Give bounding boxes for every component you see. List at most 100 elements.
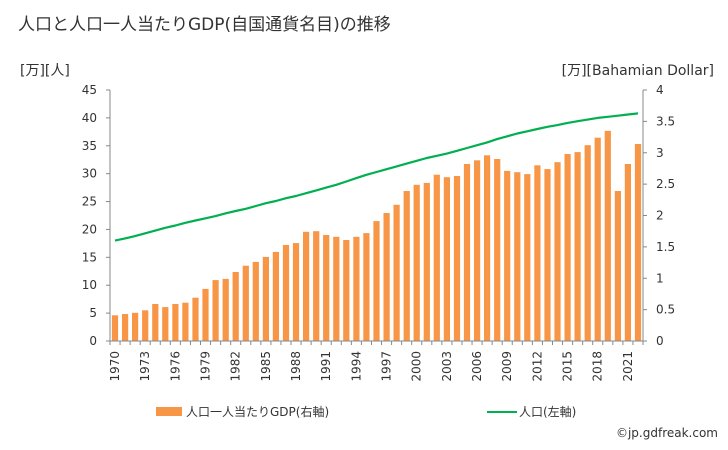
- chart-title: 人口と人口一人当たりGDP(自国通貨名目)の推移: [18, 15, 391, 35]
- right-tick-label: 4: [656, 83, 664, 97]
- bar-1973: [142, 310, 149, 341]
- left-axis-unit: [万][人]: [20, 63, 70, 79]
- bar-2016: [574, 152, 581, 341]
- right-tick-label: 3: [656, 146, 664, 160]
- legend-line-label: 人口(左軸): [519, 405, 577, 419]
- left-tick-label: 40: [82, 111, 97, 125]
- x-tick-label: 1985: [259, 351, 273, 382]
- x-tick-label: 1979: [199, 351, 213, 382]
- bar-2020: [614, 191, 621, 341]
- bar-1992: [333, 236, 340, 341]
- bar-1998: [393, 204, 400, 341]
- legend-bar-label: 人口一人当たりGDP(右軸): [186, 405, 330, 419]
- bar-2018: [594, 137, 601, 341]
- bar-2012: [534, 165, 541, 341]
- right-tick-label: 1.5: [656, 240, 675, 254]
- bar-2003: [443, 177, 450, 341]
- axes: [106, 89, 647, 345]
- bar-2022: [634, 144, 642, 341]
- x-tick-label: 1976: [168, 351, 182, 382]
- left-tick-label: 45: [82, 83, 97, 97]
- right-tick-label: 1: [656, 271, 664, 285]
- x-tick-label: 1991: [319, 351, 333, 382]
- left-tick-label: 0: [89, 334, 97, 348]
- bar-1977: [182, 302, 189, 341]
- bar-1978: [192, 297, 199, 341]
- bar-1983: [242, 265, 249, 341]
- x-tick-label: 2006: [470, 351, 484, 382]
- left-tick-label: 35: [82, 139, 97, 153]
- bar-1985: [262, 256, 269, 341]
- bar-1976: [172, 304, 179, 341]
- bar-2014: [554, 162, 561, 341]
- right-tick-label: 0.5: [656, 303, 675, 317]
- legend-item-gdp: 人口一人当たりGDP(右軸): [156, 403, 329, 420]
- bar-2015: [564, 154, 571, 341]
- bar-1975: [162, 307, 169, 341]
- left-tick-label: 10: [82, 278, 97, 292]
- line-series: [114, 112, 639, 242]
- bar-2021: [624, 164, 631, 341]
- bar-1980: [212, 280, 219, 341]
- x-tick-label: 2018: [591, 351, 605, 382]
- x-tick-label: 1994: [349, 351, 363, 382]
- x-tick-label: 1970: [108, 351, 122, 382]
- bar-2001: [423, 182, 430, 341]
- bar-2005: [463, 164, 471, 341]
- credit: ©jp.gdfreak.com: [615, 426, 718, 440]
- bar-1971: [122, 314, 129, 341]
- left-tick-label: 15: [82, 250, 97, 264]
- bar-1994: [353, 236, 360, 341]
- right-tick-label: 2: [656, 209, 664, 223]
- bar-1996: [373, 221, 380, 341]
- bar-2004: [453, 176, 461, 341]
- bar-1982: [232, 272, 239, 341]
- left-tick-label: 30: [82, 167, 97, 181]
- bar-2002: [433, 174, 440, 341]
- legend-item-population: 人口(左軸): [487, 403, 576, 420]
- bar-1999: [403, 191, 410, 341]
- bar-2007: [484, 155, 491, 341]
- bar-2008: [494, 159, 501, 341]
- legend-line-swatch: [487, 410, 517, 413]
- bar-1970: [111, 315, 119, 341]
- bar-1991: [323, 235, 330, 341]
- left-tick-label: 20: [82, 222, 97, 236]
- bar-1989: [303, 231, 310, 341]
- bar-1988: [292, 243, 300, 341]
- bar-2017: [584, 145, 591, 341]
- bar-1981: [222, 278, 229, 341]
- right-tick-label: 3.5: [656, 114, 675, 128]
- left-tick-label: 25: [82, 195, 97, 209]
- x-tick-label: 1988: [289, 351, 303, 382]
- x-tick-label: 1982: [229, 351, 243, 382]
- x-tick-label: 1973: [138, 351, 152, 382]
- bar-1974: [152, 304, 159, 341]
- bar-1979: [202, 288, 209, 341]
- bar-2011: [524, 174, 531, 341]
- right-axis-unit: [万][Bahamian Dollar]: [561, 63, 714, 79]
- x-tick-label: 2000: [410, 351, 424, 382]
- bar-1987: [282, 245, 290, 341]
- bar-2000: [413, 184, 420, 341]
- x-tick-label: 2015: [561, 351, 575, 382]
- bar-2006: [474, 160, 481, 341]
- axis-labels: 0 5 10 15 20 25 30 35 40 45 0 0.5 1 1.5 2 2.5 3 3.5 4 1970 1…: [82, 83, 675, 382]
- bar-1972: [132, 312, 139, 341]
- bar-1990: [313, 231, 320, 341]
- legend-bar-swatch: [156, 407, 182, 416]
- bar-1984: [252, 261, 259, 341]
- left-tick-label: 5: [89, 306, 97, 320]
- bar-1995: [363, 233, 370, 341]
- bar-1997: [383, 213, 390, 341]
- bar-2009: [504, 170, 511, 341]
- right-tick-label: 2.5: [656, 177, 675, 191]
- bar-2019: [604, 130, 611, 341]
- bar-1993: [343, 240, 350, 341]
- bar-2010: [514, 172, 521, 341]
- bar-series: [111, 130, 642, 341]
- right-tick-label: 0: [656, 334, 664, 348]
- x-tick-label: 2012: [530, 351, 544, 382]
- x-tick-label: 2021: [621, 351, 635, 382]
